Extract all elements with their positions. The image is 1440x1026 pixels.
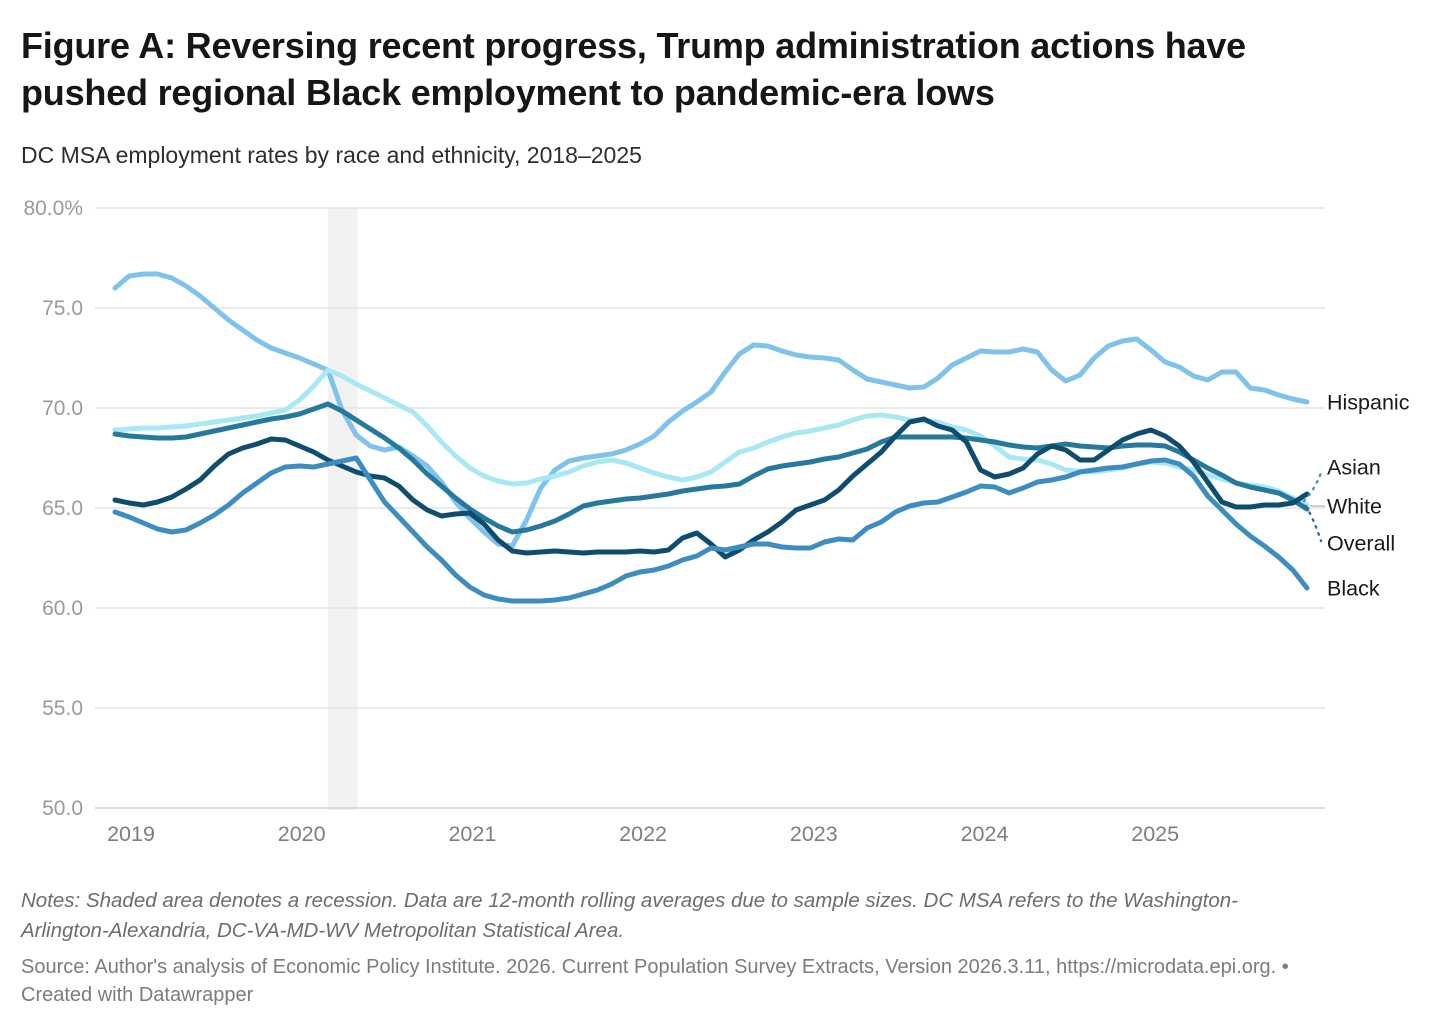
x-axis-tick-label-2019: 2019 <box>107 822 155 846</box>
series-line-black[interactable] <box>112 455 1310 604</box>
series-label-overall: Overall <box>1327 532 1395 556</box>
series-label-asian: Asian <box>1327 456 1381 480</box>
label-connector-asian <box>1302 471 1323 503</box>
chart-notes: Notes: Shaded area denotes a recession. … <box>21 886 1423 945</box>
series-label-black: Black <box>1327 577 1380 601</box>
y-axis-tick-label: 65.0 <box>42 497 83 520</box>
series-line-overall[interactable] <box>112 416 1310 560</box>
y-axis-tick-label: 70.0 <box>42 397 83 420</box>
y-axis-tick-label: 60.0 <box>42 597 83 620</box>
series-line-hispanic[interactable] <box>112 271 1310 549</box>
employment-line-chart: 80.0% 75.0 70.0 65.0 60.0 55.0 50.0 2019 2020 202… <box>23 197 1410 846</box>
y-axis-tick-label: 80.0% <box>23 197 83 220</box>
x-axis-tick-label-2023: 2023 <box>790 822 838 846</box>
x-axis-tick-label-2022: 2022 <box>619 822 667 846</box>
x-axis-tick-label-2025: 2025 <box>1131 822 1179 846</box>
recession-band <box>327 208 358 810</box>
chart-subtitle: DC MSA employment rates by race and ethn… <box>21 142 642 168</box>
chart-source: Source: Author's analysis of Economic Po… <box>21 953 1425 1009</box>
label-connector-overall <box>1304 504 1323 543</box>
y-axis-tick-label: 55.0 <box>42 697 83 720</box>
x-axis-tick-label-2020: 2020 <box>278 822 326 846</box>
y-axis-tick-label: 50.0 <box>42 797 83 820</box>
source-line-2: Created with Datawrapper <box>21 984 254 1006</box>
x-axis-tick-label-2024: 2024 <box>961 822 1009 846</box>
source-line-1: Source: Author's analysis of Economic Po… <box>21 956 1289 978</box>
series-label-white: White <box>1327 495 1382 519</box>
notes-line-2: Arlington-Alexandria, DC-VA-MD-WV Metrop… <box>21 918 625 942</box>
chart-title: Figure A: Reversing recent progress, Tru… <box>21 25 1246 113</box>
series-label-hispanic: Hispanic <box>1327 391 1410 415</box>
notes-line-1: Notes: Shaded area denotes a recession. … <box>21 889 1238 912</box>
x-axis-tick-label-2021: 2021 <box>448 822 496 846</box>
y-axis-tick-label: 75.0 <box>42 297 83 320</box>
chart-area: 80.0% 75.0 70.0 65.0 60.0 55.0 50.0 2019 2020 202… <box>0 190 1440 860</box>
